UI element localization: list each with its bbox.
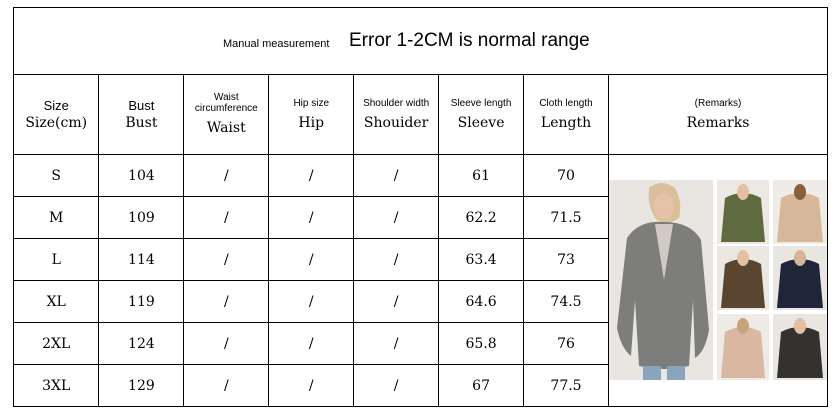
table-row: XL 119 / / / 64.6 74.5 (14, 280, 827, 323)
cell-hip: / (268, 238, 355, 281)
cell-sleeve: 64.6 (438, 280, 525, 323)
cell-size: XL (14, 280, 100, 323)
cell-bust: 114 (98, 238, 185, 281)
header-row: Size Size(cm) Bust Bust Waist circumfere… (14, 74, 827, 155)
cell-hip: / (268, 196, 355, 239)
cell-shoulder: / (353, 322, 440, 365)
cell-length: 77.5 (523, 364, 609, 406)
header-waist: Waist circumference Waist (183, 74, 270, 155)
cell-hip: / (268, 364, 355, 406)
cell-size: L (14, 238, 100, 281)
cell-bust: 109 (98, 196, 185, 239)
cell-waist: / (183, 364, 270, 406)
header-hip: Hip size Hip (268, 74, 355, 155)
cell-shoulder: / (353, 154, 440, 197)
cell-sleeve: 65.8 (438, 322, 525, 365)
coat-collage-image (608, 180, 827, 381)
coat-shape (776, 193, 823, 243)
coat-shape (776, 259, 823, 309)
header-sleeve: Sleeve length Sleeve (438, 74, 525, 155)
coat-shape (720, 259, 765, 309)
cell-size: S (14, 154, 100, 197)
table-row: 3XL 129 / / / 67 77.5 (14, 364, 827, 406)
cell-size: M (14, 196, 100, 239)
cell-shoulder: / (353, 280, 440, 323)
cell-shoulder: / (353, 238, 440, 281)
cell-waist: / (183, 280, 270, 323)
cell-bust: 124 (98, 322, 185, 365)
cell-length: 74.5 (523, 280, 609, 323)
product-photo (608, 180, 827, 381)
cell-length: 70 (523, 154, 609, 197)
coat-shape (720, 193, 765, 243)
cell-hip: / (268, 322, 355, 365)
cell-length: 73 (523, 238, 609, 281)
size-table: Size Size(cm) Bust Bust Waist circumfere… (14, 74, 827, 407)
cell-length: 71.5 (523, 196, 609, 239)
cell-bust: 119 (98, 280, 185, 323)
header-bust: Bust Bust (98, 74, 185, 155)
coat-shape (720, 327, 765, 379)
table-row: M 109 / / / 62.2 71.5 (14, 196, 827, 239)
cell-waist: / (183, 196, 270, 239)
cell-waist: / (183, 154, 270, 197)
cell-length: 76 (523, 322, 609, 365)
header-remarks: (Remarks) Remarks (607, 74, 827, 155)
header-length: Cloth length Length (523, 74, 609, 155)
manual-measurement-label: Manual measurement (223, 38, 330, 50)
cell-waist: / (183, 322, 270, 365)
table-row: 2XL 124 / / / 65.8 76 (14, 322, 827, 365)
cell-hip: / (268, 280, 355, 323)
header-shoulder: Shoulder width Shouider (353, 74, 440, 155)
cell-size: 2XL (14, 322, 100, 365)
coat-shape (616, 222, 709, 370)
header-size: Size Size(cm) (14, 74, 100, 155)
cell-sleeve: 67 (438, 364, 525, 406)
cell-sleeve: 62.2 (438, 196, 525, 239)
cell-bust: 129 (98, 364, 185, 406)
cell-hip: / (268, 154, 355, 197)
error-range-note: Error 1-2CM is normal range (349, 30, 590, 51)
size-chart: Manual measurement Error 1-2CM is normal… (13, 7, 828, 407)
table-row: L 114 / / / 63.4 73 (14, 238, 827, 281)
cell-waist: / (183, 238, 270, 281)
cell-shoulder: / (353, 364, 440, 406)
cell-sleeve: 63.4 (438, 238, 525, 281)
cell-size: 3XL (14, 364, 100, 406)
cell-shoulder: / (353, 196, 440, 239)
coat-shape (776, 327, 823, 379)
cell-sleeve: 61 (438, 154, 525, 197)
measurement-banner: Manual measurement Error 1-2CM is normal… (14, 8, 827, 75)
cell-bust: 104 (98, 154, 185, 197)
remarks-photo-cell (607, 154, 827, 407)
table-row: S 104 / / / 61 70 (14, 154, 827, 407)
